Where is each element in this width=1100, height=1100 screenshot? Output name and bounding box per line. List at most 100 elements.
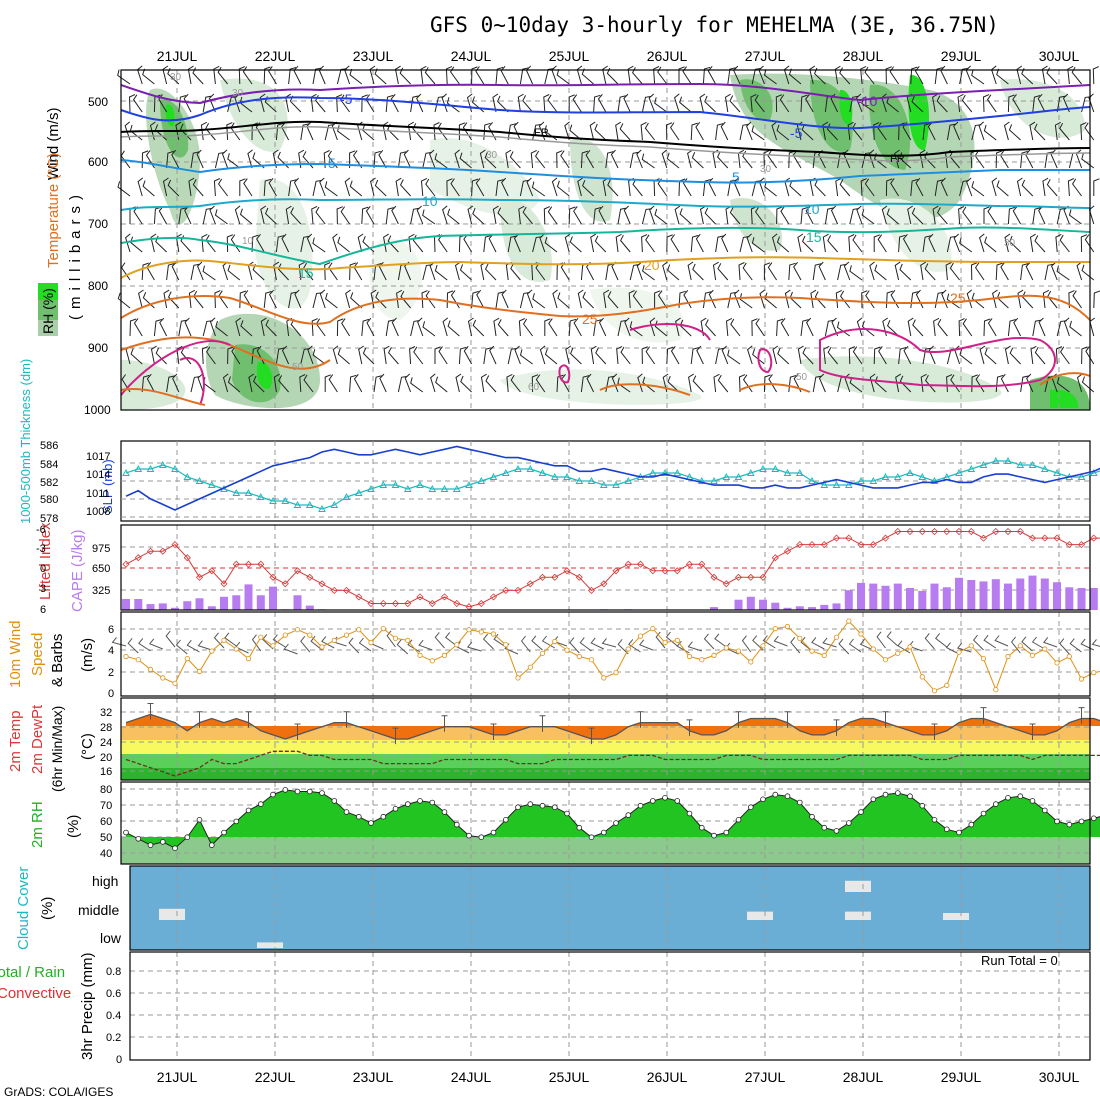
rh2m-label: 2m RH — [29, 801, 46, 848]
wind-barb — [582, 291, 594, 309]
wind-barb — [632, 178, 643, 197]
wind-barb — [839, 67, 851, 85]
wind-barb — [1076, 373, 1083, 393]
lifted-index-marker — [220, 580, 228, 588]
wind-barb — [471, 66, 478, 85]
wind-barb — [247, 149, 253, 169]
rh2m-marker — [270, 791, 276, 798]
wind-barb — [171, 149, 180, 169]
wind-barb — [763, 69, 777, 85]
wind-barb — [642, 376, 655, 393]
wind-barb — [682, 66, 692, 85]
wind-barb — [434, 153, 448, 169]
lifted-index-marker — [673, 567, 681, 575]
wind-barb — [1055, 346, 1063, 365]
wind-barb — [654, 320, 668, 337]
wind-barb — [607, 291, 619, 309]
wind-barb — [805, 205, 814, 225]
wind-barb — [991, 177, 998, 197]
rh-tick: 70 — [100, 800, 112, 812]
wind-barb — [793, 261, 802, 281]
cape-bar — [1065, 587, 1074, 610]
wind-barb — [1068, 209, 1082, 225]
wind-barb — [1046, 179, 1058, 197]
temp-band — [121, 740, 1090, 754]
wind-barb — [234, 205, 241, 225]
wind-barb — [213, 178, 221, 197]
lifted-index-marker — [575, 573, 583, 581]
wind-barb — [230, 234, 241, 253]
lifted-index-marker — [195, 573, 204, 581]
wind-barb — [739, 123, 749, 141]
thickness-marker — [489, 472, 498, 480]
wind-barb — [580, 150, 589, 169]
wind-barb — [188, 177, 195, 197]
temp2m-label-3: (6hr Min/Max) — [49, 706, 65, 792]
wind-barb — [385, 319, 395, 337]
wind-barb — [1063, 317, 1070, 337]
wind-barb — [273, 261, 280, 281]
wind-barb — [442, 205, 448, 225]
wind-barb — [175, 121, 182, 141]
cape-bar — [881, 585, 890, 610]
wind-barb — [607, 179, 619, 197]
wind-barb — [593, 319, 602, 337]
wind-barb — [920, 261, 927, 281]
rh2m-marker — [723, 829, 730, 836]
wind-barb — [932, 93, 938, 113]
wind10m-marker — [735, 648, 742, 654]
wind-barb — [958, 206, 965, 225]
wind-barb — [1068, 290, 1075, 309]
wind-barb — [934, 179, 944, 197]
wind-barb — [958, 318, 965, 337]
lifted-index-marker — [122, 560, 130, 568]
thickness-marker — [869, 476, 878, 484]
wind10m-marker — [123, 653, 129, 660]
thickness-marker — [955, 468, 963, 476]
lifted-index-marker — [881, 534, 890, 542]
wind-barb — [235, 317, 242, 337]
rh2m-marker — [735, 816, 742, 823]
wind-barb — [1059, 122, 1070, 141]
wind-barb — [513, 233, 521, 253]
wind-barb — [580, 375, 590, 393]
date-label-top: 23JUL — [353, 48, 394, 64]
temp-minmax-bar — [735, 711, 742, 728]
wind10m-marker — [613, 669, 619, 676]
wind-barb — [881, 205, 888, 225]
wind-barb — [776, 318, 784, 337]
lifted-index-marker — [943, 527, 951, 536]
rh2m-marker — [441, 809, 448, 815]
cape-bar — [269, 586, 277, 610]
wind10m-marker — [1017, 643, 1023, 649]
wind-barb — [629, 321, 643, 337]
wind-barb — [370, 177, 376, 197]
lifted-index-marker — [710, 573, 718, 581]
thickness-marker — [624, 476, 633, 484]
wind10m-marker — [919, 674, 925, 680]
rh2m-marker — [233, 818, 240, 825]
wind-barb — [653, 66, 660, 85]
wind10m-barbs — [111, 630, 1100, 655]
wind-barb — [501, 289, 509, 309]
wind-barb — [902, 233, 912, 253]
wind-barb — [454, 149, 461, 169]
wind10m-barb — [1091, 639, 1100, 647]
wind10m-marker — [1066, 653, 1072, 660]
lifted-index-marker — [269, 573, 277, 581]
temp-minmax-bar — [392, 727, 399, 745]
wind-barb — [227, 376, 241, 393]
rh2m-marker — [833, 828, 840, 834]
rh2m-marker — [1017, 793, 1024, 799]
wind-barb — [983, 318, 991, 337]
wind10m-marker — [441, 652, 448, 659]
thickness-marker — [722, 472, 731, 480]
rh2m-marker — [221, 829, 227, 836]
wind10m-marker — [858, 631, 864, 637]
temp-minmax-bar — [147, 703, 154, 720]
wind10m-barb — [983, 634, 997, 649]
rh2m-marker — [209, 842, 215, 848]
wind-barb — [1034, 123, 1046, 141]
thickness-marker — [514, 464, 522, 472]
wind-barb — [239, 178, 246, 196]
